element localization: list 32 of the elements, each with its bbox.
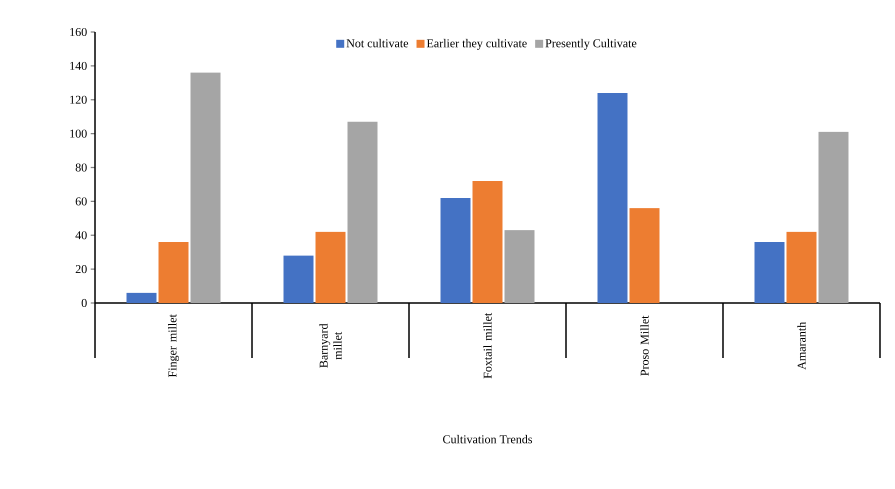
y-tick-label: 20	[76, 265, 87, 274]
bar	[504, 230, 534, 303]
legend-label: Not cultivate	[346, 38, 408, 48]
bar	[348, 122, 378, 303]
x-tick-label: Barnyard millet	[319, 324, 342, 368]
y-tick-label: 0	[82, 298, 87, 308]
x-tick-label: Proso Millet	[640, 316, 649, 376]
y-tick-label: 140	[70, 62, 87, 70]
x-axis-title: Cultivation Trends	[443, 434, 532, 444]
bar	[472, 181, 502, 303]
y-tick-label: 100	[70, 130, 87, 138]
y-tick-label: 60	[76, 197, 87, 206]
legend-label: Presently Cultivate	[545, 38, 636, 50]
x-tick-label: Foxtail millet	[483, 312, 492, 378]
bar	[818, 132, 848, 303]
bar	[786, 232, 816, 303]
bar	[158, 242, 189, 303]
bar	[754, 242, 784, 303]
y-tick-label: 160	[70, 28, 87, 36]
bar	[126, 292, 157, 303]
bar	[630, 208, 660, 303]
bar	[598, 92, 628, 303]
x-tick-label: Amaranth	[797, 322, 806, 370]
legend-label: Earlier they cultivate	[426, 38, 527, 50]
y-tick-label: 40	[75, 231, 87, 240]
y-tick-label: 80	[76, 163, 87, 172]
bar	[316, 232, 346, 303]
bar	[190, 72, 221, 303]
y-tick-label: 120	[70, 96, 87, 104]
x-tick-label: Finger millet	[168, 314, 179, 378]
bar	[440, 198, 470, 303]
bar	[284, 256, 314, 303]
